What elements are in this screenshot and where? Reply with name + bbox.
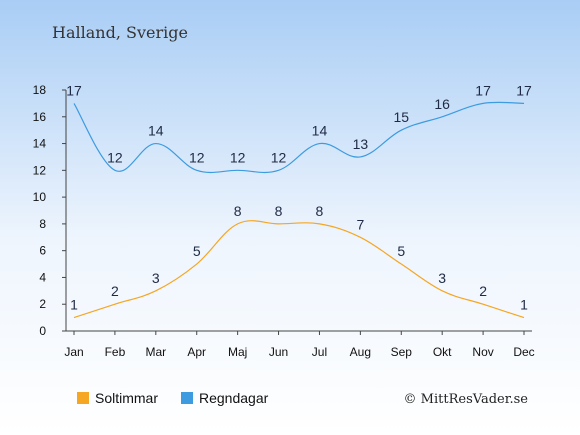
x-tick-label: Jun — [269, 345, 288, 359]
credit-text: © MittResVader.se — [404, 392, 529, 407]
legend-label-regndagar: Regndagar — [199, 390, 269, 406]
data-label-soltimmar: 2 — [111, 283, 119, 299]
legend-label-soltimmar: Soltimmar — [95, 390, 158, 406]
data-label-regndagar: 17 — [66, 82, 82, 98]
data-label-soltimmar: 3 — [438, 270, 446, 286]
data-label-soltimmar: 2 — [479, 283, 487, 299]
data-label-regndagar: 17 — [475, 82, 491, 98]
y-tick-label: 18 — [33, 83, 47, 97]
data-label-regndagar: 12 — [230, 149, 246, 165]
data-label-regndagar: 17 — [516, 82, 532, 98]
data-label-soltimmar: 1 — [520, 297, 528, 313]
data-label-regndagar: 15 — [393, 109, 409, 125]
data-label-soltimmar: 5 — [193, 243, 201, 259]
x-tick-label: Sep — [391, 345, 413, 359]
y-tick-label: 16 — [33, 110, 47, 124]
data-label-soltimmar: 5 — [397, 243, 405, 259]
data-label-regndagar: 16 — [434, 96, 450, 112]
data-label-regndagar: 12 — [189, 149, 205, 165]
x-tick-label: Jan — [64, 345, 83, 359]
data-label-regndagar: 14 — [148, 123, 164, 139]
x-tick-label: Feb — [105, 345, 126, 359]
chart-title: Halland, Sverige — [52, 23, 188, 42]
legend-swatch-regndagar — [181, 392, 193, 404]
data-label-soltimmar: 8 — [234, 203, 242, 219]
data-label-regndagar: 14 — [312, 123, 328, 139]
x-tick-label: Mar — [145, 345, 166, 359]
x-tick-label: Dec — [513, 345, 534, 359]
x-tick-label: Aug — [350, 345, 371, 359]
series-line-regndagar — [73, 101, 525, 174]
y-tick-label: 6 — [39, 244, 46, 258]
x-tick-label: Maj — [228, 345, 247, 359]
series-line-soltimmar — [73, 220, 525, 319]
legend-swatch-soltimmar — [77, 392, 89, 404]
data-label-regndagar: 12 — [107, 149, 123, 165]
y-tick-label: 0 — [39, 324, 46, 338]
x-tick-label: Jul — [312, 345, 327, 359]
data-label-regndagar: 13 — [353, 136, 369, 152]
y-tick-label: 12 — [33, 163, 47, 177]
y-tick-label: 4 — [39, 270, 46, 284]
data-label-regndagar: 12 — [271, 149, 287, 165]
data-label-soltimmar: 7 — [356, 216, 364, 232]
series-lines — [73, 101, 525, 319]
y-tick-label: 2 — [39, 297, 46, 311]
y-tick-label: 8 — [39, 217, 46, 231]
y-tick-label: 14 — [33, 137, 47, 151]
data-label-soltimmar: 3 — [152, 270, 160, 286]
data-label-soltimmar: 8 — [316, 203, 324, 219]
data-label-soltimmar: 1 — [70, 297, 78, 313]
x-tick-label: Apr — [187, 345, 206, 359]
x-tick-label: Nov — [472, 345, 493, 359]
y-tick-label: 10 — [33, 190, 47, 204]
legend: Soltimmar Regndagar — [77, 390, 269, 406]
data-label-soltimmar: 8 — [275, 203, 283, 219]
x-tick-label: Okt — [433, 345, 452, 359]
